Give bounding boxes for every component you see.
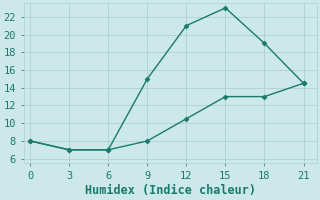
X-axis label: Humidex (Indice chaleur): Humidex (Indice chaleur) [84,184,256,197]
